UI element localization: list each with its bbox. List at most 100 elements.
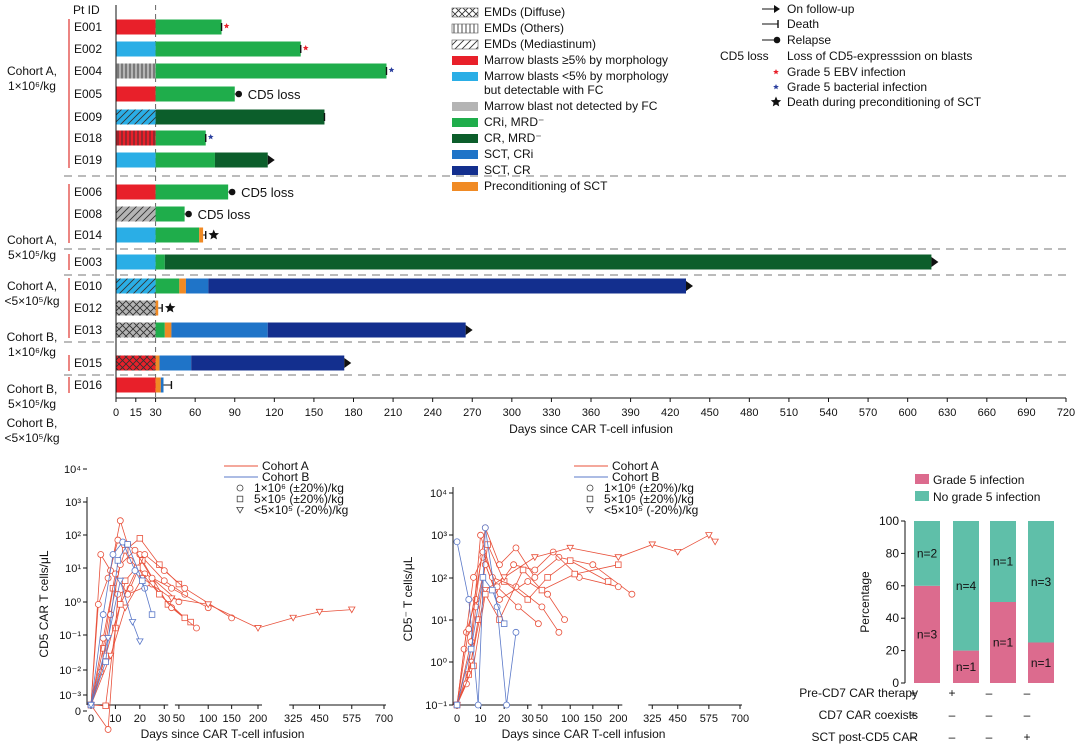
data-point	[614, 583, 622, 591]
legend-label: Death	[787, 17, 819, 31]
legend-swatch	[452, 72, 478, 81]
status-bar	[155, 41, 301, 57]
cd5-neg-t-plot: 10⁻¹ 10⁰ 10¹ 10² 10³ 10⁴ 0 10 20 30 50 100 150 200 325…	[401, 459, 749, 741]
x-tick-label: 90	[229, 407, 241, 419]
y-axis-title: CD5 CAR T cells/μL	[37, 550, 51, 657]
legend-swatch	[452, 118, 478, 127]
x-tick-label: 700	[731, 713, 749, 725]
legend-label: On follow-up	[787, 2, 855, 16]
data-point	[167, 595, 176, 603]
legend-label: EMDs (Others)	[484, 21, 564, 35]
data-point	[555, 628, 563, 636]
legend-label: Cohort B	[612, 470, 659, 484]
status-bar	[199, 227, 204, 243]
y-tick-label: 20	[886, 644, 900, 658]
patient-id: E012	[74, 301, 102, 315]
x-tick-label: 0	[454, 713, 460, 725]
relapse-dot	[773, 36, 781, 44]
data-point	[254, 625, 262, 632]
data-point	[566, 544, 575, 552]
bacterial-star	[388, 67, 395, 73]
status-bar	[155, 63, 387, 79]
condition-mark: –	[949, 730, 956, 744]
status-bar	[155, 278, 180, 294]
legend-label: 5×10⁵ (±20%)/kg	[254, 492, 344, 506]
group-label: 1×10⁶/kg	[8, 345, 56, 359]
legend-swatch	[451, 23, 479, 34]
x-tick-label: 480	[740, 407, 758, 419]
status-bar	[155, 130, 206, 146]
bar-grade5	[953, 650, 979, 683]
data-point	[496, 616, 503, 623]
patient-id: E004	[74, 64, 102, 78]
infection-bar-plot: 0 20 40 60 80 100 Percentage n=3 n=2 n=1 n=4 n=1 n=1…	[799, 473, 1054, 744]
data-point	[193, 624, 200, 632]
x-tick-label: 575	[700, 713, 718, 725]
legend-label: Grade 5 infection	[933, 473, 1024, 487]
legend-swatch	[451, 39, 479, 50]
data-point	[289, 614, 298, 622]
x-tick-label: 50	[173, 713, 185, 725]
status-bar	[155, 19, 222, 35]
legend-label: 5×10⁵ (±20%)/kg	[604, 492, 694, 506]
data-point	[453, 701, 461, 709]
y-tick-label: 10³	[65, 497, 81, 509]
data-point	[315, 608, 324, 616]
condition-label: CD7 CAR coexists	[819, 708, 918, 722]
data-point	[181, 584, 189, 592]
data-point	[481, 587, 490, 594]
y-tick-label: 10⁻¹	[59, 630, 81, 642]
group-label: 1×10⁶/kg	[8, 79, 56, 93]
status-bar	[160, 377, 164, 393]
legend-swatch	[451, 7, 479, 18]
follow-up-arrow	[774, 5, 780, 13]
patient-id: E013	[74, 323, 102, 337]
marrow-bar	[116, 19, 156, 35]
legend-label: 1×10⁶ (±20%)/kg	[604, 481, 694, 495]
emd-overlay	[116, 355, 156, 371]
x-tick-label: 150	[584, 713, 602, 725]
status-bar	[179, 278, 186, 294]
legend-label: 1×10⁶ (±20%)/kg	[254, 481, 344, 495]
series-line	[456, 550, 539, 706]
data-point	[477, 531, 484, 539]
bar-count-label: n=2	[917, 546, 938, 560]
emd-overlay	[116, 300, 156, 316]
data-point	[124, 541, 131, 548]
legend-swatch	[452, 150, 478, 159]
x-tick-label: 30	[149, 407, 161, 419]
x-tick-label: 30	[158, 713, 170, 725]
data-point	[204, 601, 213, 609]
marrow-bar	[116, 254, 156, 270]
series-line	[456, 564, 619, 706]
y-tick-label: 80	[886, 546, 900, 560]
emd-overlay	[116, 278, 156, 294]
data-point	[131, 546, 139, 554]
ebv-star	[302, 45, 309, 51]
x-tick-label: 150	[222, 713, 240, 725]
data-point	[561, 616, 568, 623]
y-tick-label: 10⁴	[430, 488, 447, 500]
patient-id: E018	[74, 131, 102, 145]
legend-label: Grade 5 bacterial infection	[787, 80, 927, 94]
cd5-car-t-plot: 0 10⁻³ 10⁻² 10⁻¹ 10⁰ 10¹ 10² 10³ 10⁴ 0 10 20 30 50 100…	[37, 459, 393, 741]
x-tick-label: 330	[542, 407, 560, 419]
condition-mark: +	[948, 686, 955, 700]
group-label: 5×10⁵/kg	[8, 248, 56, 262]
data-point	[136, 535, 144, 542]
patient-id: E008	[74, 207, 102, 221]
data-point	[117, 601, 124, 608]
x-tick-label: 325	[284, 713, 302, 725]
data-point	[181, 614, 188, 622]
series-line	[456, 534, 716, 706]
x-tick-label: 15	[130, 407, 142, 419]
data-point	[534, 620, 542, 628]
x-tick-label: 50	[536, 713, 548, 725]
data-point	[104, 726, 112, 733]
x-tick-label: 270	[463, 407, 481, 419]
data-point	[139, 577, 146, 584]
data-point	[544, 590, 551, 598]
x-tick-label: 60	[189, 407, 201, 419]
data-point	[114, 557, 122, 564]
condition-label: SCT post-CD5 CAR	[812, 730, 919, 744]
